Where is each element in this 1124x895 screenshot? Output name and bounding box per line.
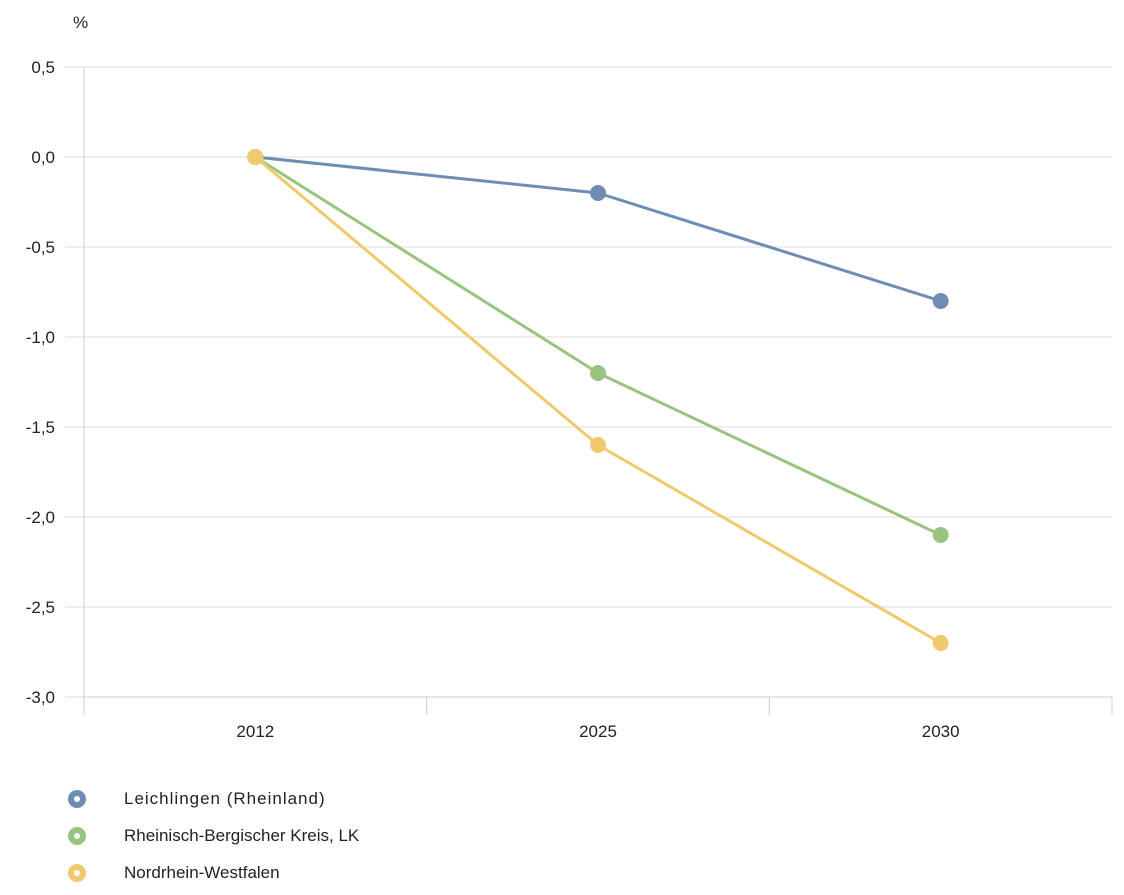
legend: Leichlingen (Rheinland) Rheinisch-Bergis… [68,780,768,891]
y-tick-label: 0,5 [31,58,55,77]
y-tick-label: -1,5 [26,418,55,437]
legend-label-nordrhein-westfalen: Nordrhein-Westfalen [124,862,280,882]
x-axis: 2012 2025 2030 [83,67,1113,741]
legend-label-leichlingen: Leichlingen (Rheinland) [124,788,326,808]
series-line [254,155,942,645]
legend-marker-leichlingen [68,789,86,808]
legend-item-nordrhein-westfalen[interactable]: Nordrhein-Westfalen [68,854,768,891]
data-point[interactable] [932,527,949,543]
series-3 [247,149,949,651]
series-2 [247,149,949,543]
data-point[interactable] [932,635,949,651]
y-axis-unit-label: % [73,13,88,32]
y-axis-ticks: 0,5 0,0 -0,5 -1,0 -1,5 -2,0 -2,5 -3,0 [26,58,55,707]
legend-item-leichlingen[interactable]: Leichlingen (Rheinland) [68,780,768,817]
line-chart: % 0,5 0,0 -0,5 -1,0 -1,5 -2,0 -2,5 -3,0 2012 202… [26,13,1113,741]
series-line [254,155,942,537]
data-point[interactable] [590,185,606,201]
y-tick-label: -1,0 [26,328,55,347]
data-point[interactable] [932,293,949,309]
series-line [255,155,942,303]
legend-item-rheinisch-bergischer-kreis[interactable]: Rheinisch-Bergischer Kreis, LK [68,817,768,854]
x-tick-label: 2030 [922,722,960,741]
legend-label-rheinisch-bergischer-kreis: Rheinisch-Bergischer Kreis, LK [124,825,360,845]
y-tick-label: -2,0 [26,508,55,527]
x-tick-label: 2012 [236,722,274,741]
legend-marker-rheinisch-bergischer-kreis [68,826,86,845]
gridlines [65,66,1112,698]
y-tick-label: -2,5 [26,598,55,617]
series-1 [247,149,949,309]
legend-marker-nordrhein-westfalen [68,863,86,882]
y-tick-label: -0,5 [26,238,55,257]
data-point[interactable] [590,365,606,381]
x-tick-label: 2025 [579,722,617,741]
y-tick-label: 0,0 [31,148,55,167]
y-tick-label: -3,0 [26,688,55,707]
series-group [247,149,949,651]
data-point[interactable] [247,149,264,165]
data-point[interactable] [590,437,606,453]
